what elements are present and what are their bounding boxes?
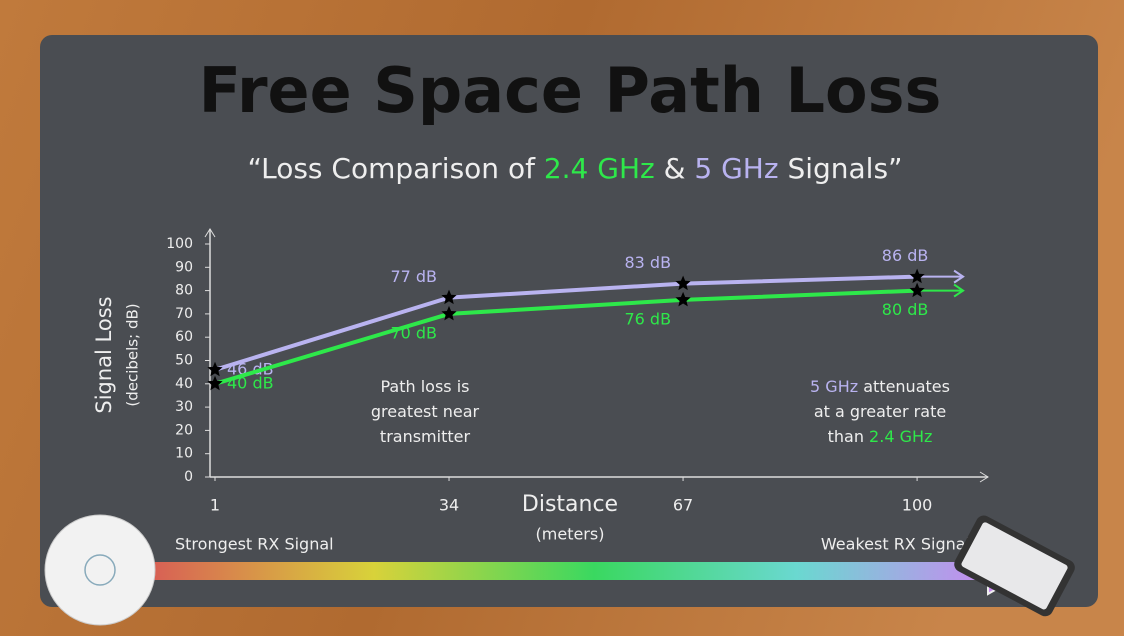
page: Free Space Path Loss “Loss Comparison of… bbox=[0, 0, 1124, 636]
annotation: 5 GHz attenuates bbox=[810, 377, 950, 396]
x-tick-label: 67 bbox=[673, 496, 693, 515]
annotation-text: Path loss is bbox=[380, 377, 469, 396]
annotation-text: 2.4 GHz bbox=[869, 427, 932, 446]
subtitle-part: Signals” bbox=[779, 152, 903, 185]
y-tick-label: 10 bbox=[175, 446, 193, 462]
x-tick-label: 100 bbox=[902, 496, 933, 515]
y-tick-label: 30 bbox=[175, 399, 193, 415]
y-tick-label: 70 bbox=[175, 306, 193, 322]
y-tick-label: 40 bbox=[175, 376, 193, 392]
data-label: 83 dB bbox=[624, 253, 671, 272]
data-label: 77 dB bbox=[390, 267, 437, 286]
annotation: at a greater rate bbox=[814, 402, 946, 421]
annotation: transmitter bbox=[380, 427, 471, 446]
x-tick-label: 1 bbox=[210, 496, 220, 515]
annotation-text: than bbox=[828, 427, 869, 446]
y-tick-label: 60 bbox=[175, 329, 193, 345]
x-axis-label: Distance bbox=[522, 492, 618, 517]
chart-title: Free Space Path Loss bbox=[199, 54, 942, 127]
x-axis-sublabel: (meters) bbox=[536, 525, 605, 544]
data-label: 70 dB bbox=[390, 323, 437, 342]
subtitle-part: 5 GHz bbox=[694, 152, 778, 185]
signal-bar bbox=[110, 562, 990, 580]
access-point-icon bbox=[45, 515, 155, 625]
y-tick-label: 20 bbox=[175, 422, 193, 438]
x-tick-label: 34 bbox=[439, 496, 459, 515]
annotation-text: attenuates bbox=[858, 377, 950, 396]
chart: Free Space Path Loss “Loss Comparison of… bbox=[0, 0, 1124, 636]
y-tick-label: 50 bbox=[175, 353, 193, 369]
data-label: 86 dB bbox=[882, 246, 929, 265]
annotation: greatest near bbox=[371, 402, 480, 421]
y-tick-label: 80 bbox=[175, 283, 193, 299]
left-label: Strongest RX Signal bbox=[175, 535, 334, 554]
y-tick-label: 0 bbox=[184, 469, 193, 485]
data-label: 40 dB bbox=[227, 373, 274, 392]
annotation-text: 5 GHz bbox=[810, 377, 858, 396]
y-axis-label: Signal Loss bbox=[92, 296, 116, 413]
annotation-text: at a greater rate bbox=[814, 402, 946, 421]
annotation-text: transmitter bbox=[380, 427, 471, 446]
annotation: than 2.4 GHz bbox=[828, 427, 933, 446]
y-tick-label: 100 bbox=[166, 236, 193, 252]
y-tick-label: 90 bbox=[175, 259, 193, 275]
annotation-text: greatest near bbox=[371, 402, 480, 421]
subtitle-part: & bbox=[655, 152, 695, 185]
annotation: Path loss is bbox=[380, 377, 469, 396]
data-label: 76 dB bbox=[624, 309, 671, 328]
right-label: Weakest RX Signal bbox=[821, 535, 970, 554]
chart-subtitle: “Loss Comparison of 2.4 GHz & 5 GHz Sign… bbox=[247, 152, 902, 185]
subtitle-part: 2.4 GHz bbox=[544, 152, 655, 185]
subtitle-part: “Loss Comparison of bbox=[247, 152, 543, 185]
y-axis-sublabel: (decibels; dB) bbox=[124, 303, 142, 406]
data-label: 80 dB bbox=[882, 300, 929, 319]
